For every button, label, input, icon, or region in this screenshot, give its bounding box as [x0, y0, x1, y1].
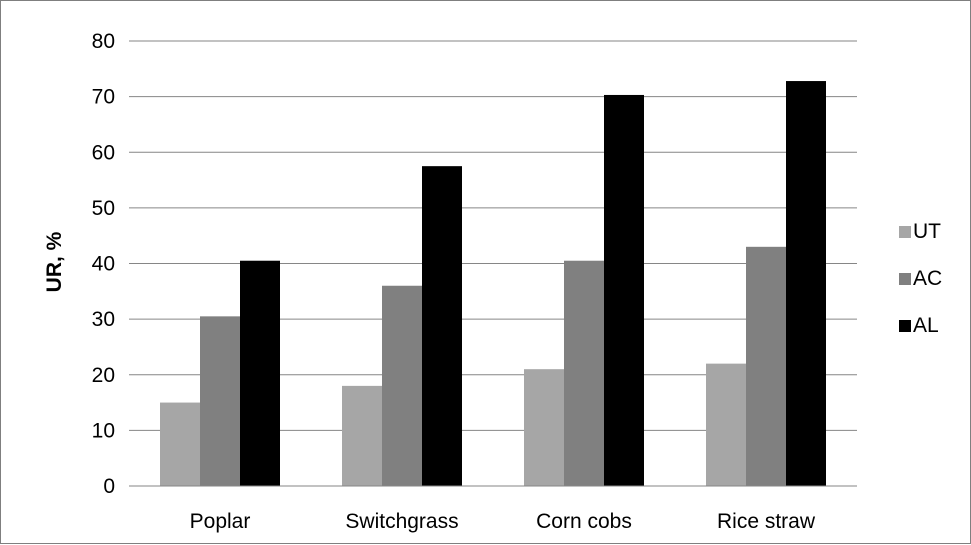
bar-al-switchgrass [422, 166, 462, 486]
y-tick-label: 50 [92, 197, 115, 220]
x-tick-label: Switchgrass [345, 510, 458, 533]
bar-ut-switchgrass [342, 385, 382, 486]
y-tick-label: 30 [92, 308, 115, 331]
y-tick-label: 20 [92, 364, 115, 387]
legend-swatch-ut [899, 226, 911, 238]
bar-ac-corn-cobs [564, 260, 604, 486]
bar-ac-rice-straw [746, 246, 786, 486]
legend-swatch-al [899, 320, 911, 332]
legend-label-ac: AC [913, 267, 942, 290]
y-tick-label: 0 [103, 475, 115, 498]
bar-ac-poplar [200, 316, 240, 486]
legend-label-al: AL [913, 314, 939, 337]
legend-swatch-ac [899, 273, 911, 285]
bar-ut-poplar [160, 402, 200, 486]
bar-al-rice-straw [786, 81, 826, 487]
bar-al-poplar [240, 260, 280, 486]
y-axis-title: UR, % [43, 231, 66, 292]
x-tick-label: Rice straw [717, 510, 816, 533]
y-tick-label: 40 [92, 253, 115, 276]
bar-ut-rice-straw [706, 363, 746, 486]
x-tick-label: Poplar [190, 510, 251, 533]
y-tick-label: 60 [92, 141, 115, 164]
legend: UT AC AL [899, 220, 942, 337]
y-tick-label: 80 [92, 30, 115, 53]
bar-ac-switchgrass [382, 285, 422, 486]
y-tick-label: 10 [92, 419, 115, 442]
y-tick-label: 70 [92, 86, 115, 109]
bars [160, 81, 826, 487]
x-axis-ticks: Poplar Switchgrass Corn cobs Rice straw [190, 510, 816, 533]
bar-ut-corn-cobs [524, 369, 564, 486]
y-axis-ticks: 0 10 20 30 40 50 60 70 80 [92, 30, 115, 498]
x-tick-label: Corn cobs [536, 510, 632, 533]
legend-label-ut: UT [913, 220, 941, 243]
bar-al-corn-cobs [604, 94, 644, 487]
